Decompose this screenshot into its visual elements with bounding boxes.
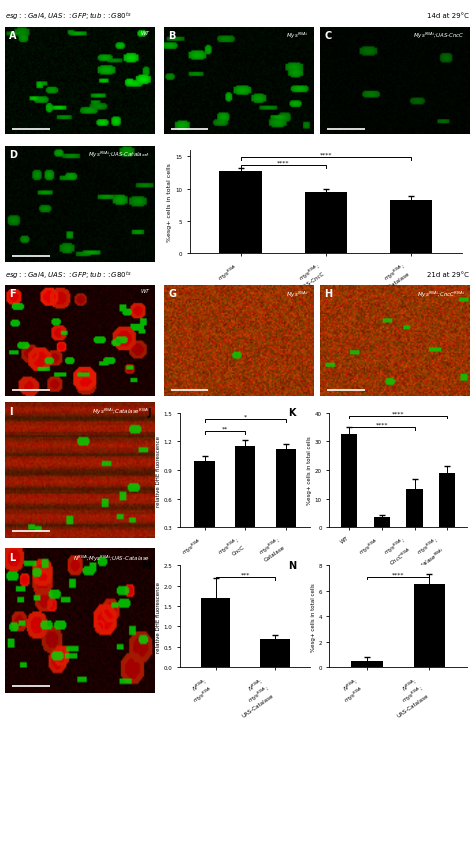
Bar [235, 447, 255, 556]
Bar [305, 193, 347, 254]
Text: J: J [147, 407, 151, 418]
Text: ****: **** [277, 161, 290, 165]
Bar [276, 449, 296, 556]
Text: **: ** [222, 426, 228, 430]
Y-axis label: %esg+ cells in total cells: %esg+ cells in total cells [307, 437, 312, 505]
Text: $Mys^{RNAi}$;$Catalase^{RNAi}$: $Mys^{RNAi}$;$Catalase^{RNAi}$ [92, 406, 150, 417]
Text: 14d at 29°C: 14d at 29°C [428, 13, 469, 18]
Text: $esg::Gal4, UAS::GFP; tub::G80^{ts}$: $esg::Gal4, UAS::GFP; tub::G80^{ts}$ [5, 9, 131, 22]
Bar [390, 201, 432, 254]
Text: ****: **** [319, 152, 332, 158]
Text: L: L [9, 553, 16, 563]
Text: $Mys^{RNAi}$;UAS-CncC: $Mys^{RNAi}$;UAS-CncC [413, 31, 465, 41]
Text: ***: *** [241, 572, 250, 577]
Bar [194, 461, 215, 556]
Text: ****: **** [392, 572, 404, 577]
Bar [201, 598, 230, 667]
Bar [414, 585, 445, 667]
Text: B: B [168, 31, 175, 40]
Text: I: I [9, 406, 13, 416]
Text: D: D [9, 150, 17, 160]
Text: K: K [288, 407, 296, 418]
Text: WT: WT [141, 289, 150, 294]
Text: G: G [168, 289, 176, 299]
Text: 21d at 29°C: 21d at 29°C [428, 272, 469, 277]
Bar [260, 639, 290, 667]
Text: WT: WT [141, 31, 150, 36]
Y-axis label: relative DHE fluorescence: relative DHE fluorescence [156, 435, 161, 506]
Text: N: N [288, 561, 296, 571]
Text: M: M [141, 561, 151, 571]
Y-axis label: %esg+ cells in total cells: %esg+ cells in total cells [310, 582, 316, 651]
Text: C: C [324, 31, 332, 40]
Y-axis label: relative DHE fluorescence: relative DHE fluorescence [156, 581, 161, 652]
Text: $N^{RNAi}$;$Mys^{RNAi}$;UAS-Catalase: $N^{RNAi}$;$Mys^{RNAi}$;UAS-Catalase [73, 553, 150, 563]
Bar [219, 171, 262, 254]
Bar [341, 435, 357, 528]
Text: A: A [9, 31, 17, 40]
Text: ****: **** [392, 411, 404, 416]
Text: $Mys^{RNAi}$;$CncC^{RNAi}$: $Mys^{RNAi}$;$CncC^{RNAi}$ [417, 289, 465, 300]
Bar [374, 517, 390, 528]
Text: F: F [9, 289, 16, 299]
Bar [439, 474, 456, 528]
Text: H: H [324, 289, 333, 299]
Text: ****: **** [375, 422, 388, 427]
Text: *: * [244, 414, 247, 419]
Text: $esg::Gal4, UAS::GFP; tub::G80^{ts}$: $esg::Gal4, UAS::GFP; tub::G80^{ts}$ [5, 269, 131, 281]
Text: $Mys^{RNAi}$: $Mys^{RNAi}$ [286, 289, 309, 300]
Text: $Mys^{RNAi}$;UAS-Catalase: $Mys^{RNAi}$;UAS-Catalase [88, 150, 150, 160]
Text: $Mys^{RNAi}$: $Mys^{RNAi}$ [286, 31, 309, 41]
Bar [406, 489, 423, 528]
Text: E: E [141, 146, 147, 156]
Y-axis label: %esg+ cells in total cells: %esg+ cells in total cells [167, 163, 172, 242]
Bar [351, 661, 383, 667]
